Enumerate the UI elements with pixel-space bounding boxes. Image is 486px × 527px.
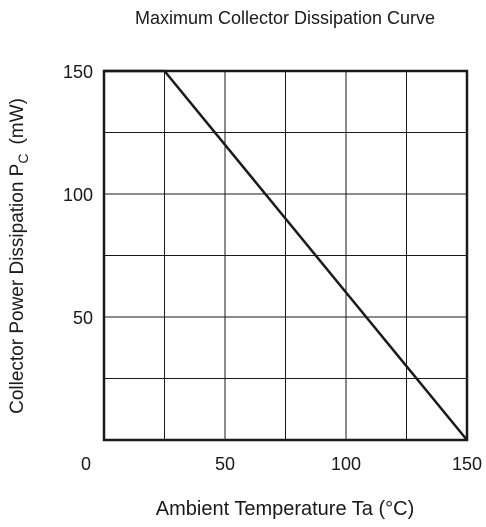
y-tick-label: 50 xyxy=(73,308,93,328)
y-axis-label-main: Collector Power Dissipation P xyxy=(7,164,28,414)
y-axis-label: Collector Power Dissipation PC (mW) xyxy=(7,98,31,414)
y-tick-label: 100 xyxy=(63,185,93,205)
y-axis-label-subscript: C xyxy=(15,154,31,164)
y-axis-label-unit: (mW) xyxy=(7,98,28,144)
x-axis-label: Ambient Temperature Ta (°C) xyxy=(156,498,414,520)
grid xyxy=(104,71,467,440)
y-tick-label: 150 xyxy=(63,62,93,82)
y-tick-labels: 50 100 150 xyxy=(63,62,93,328)
x-tick-label: 0 xyxy=(81,454,91,474)
x-tick-label: 50 xyxy=(215,454,235,474)
x-tick-label: 100 xyxy=(331,454,361,474)
x-tick-labels: 0 50 100 150 xyxy=(81,454,482,474)
x-tick-label: 150 xyxy=(452,454,482,474)
chart-title: Maximum Collector Dissipation Curve xyxy=(135,8,435,28)
plot-frame xyxy=(102,69,469,442)
